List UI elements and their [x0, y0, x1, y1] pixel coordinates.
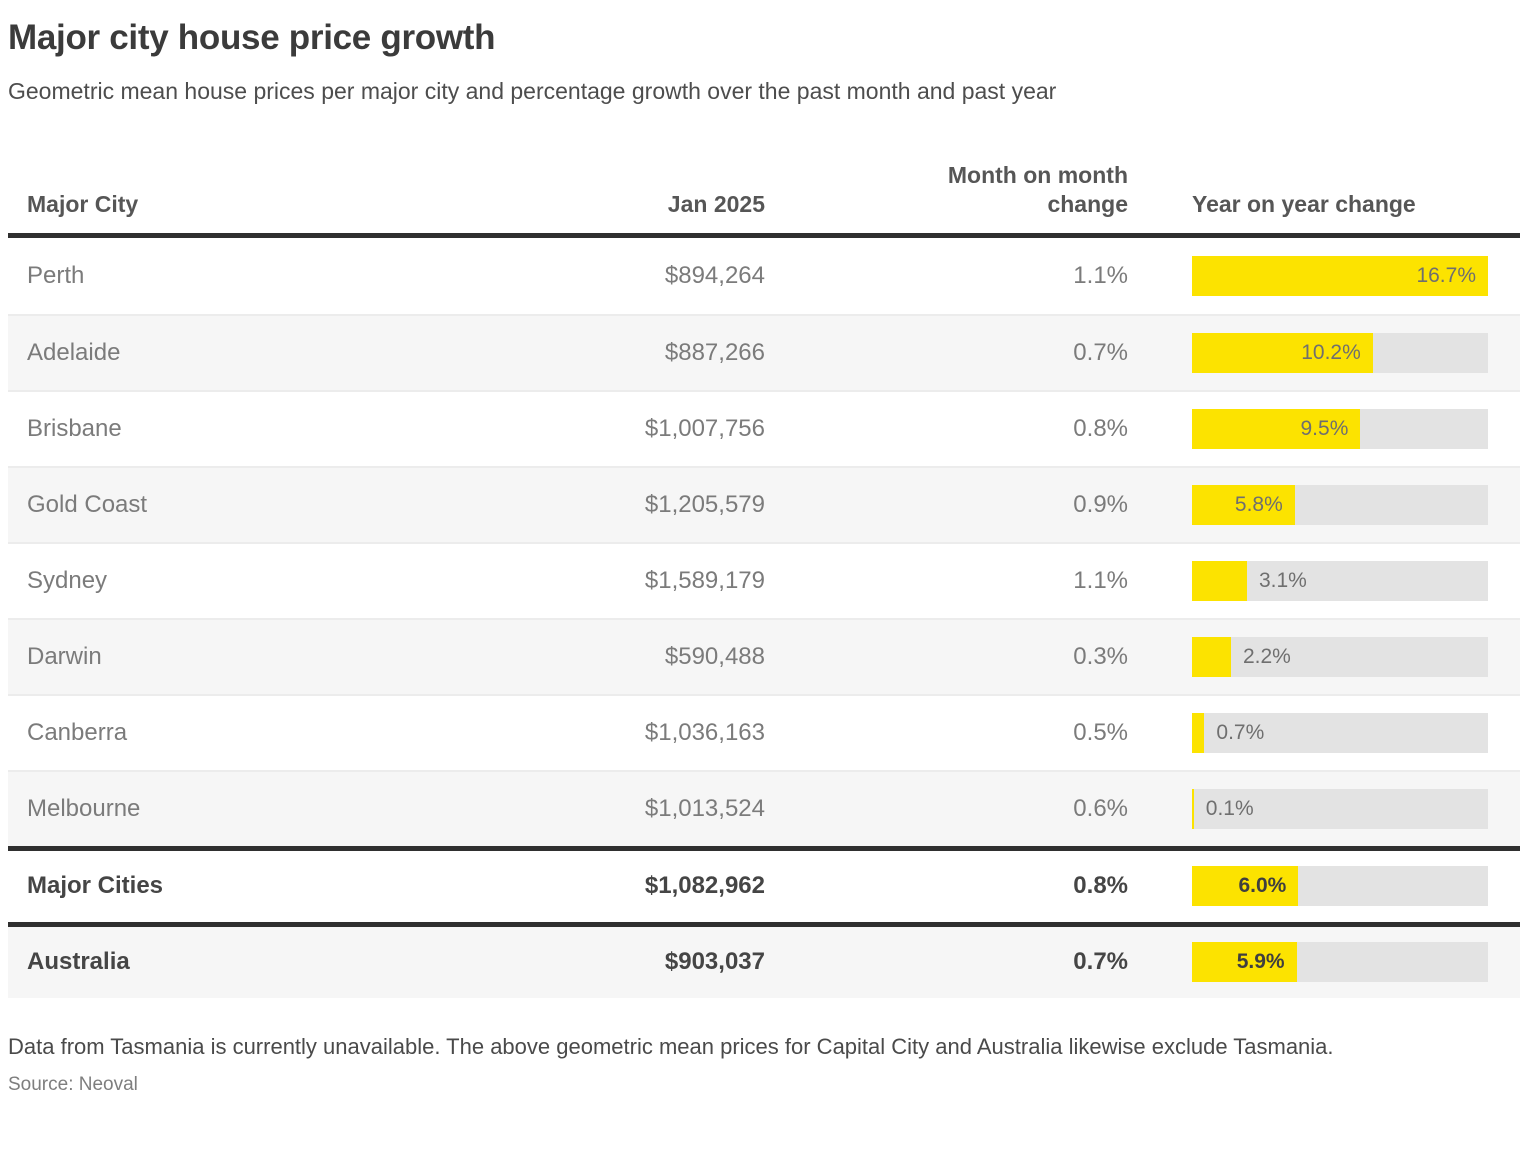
year-change-bar-cell: 5.9%	[1128, 942, 1520, 982]
cell-month-change: 0.5%	[1073, 718, 1128, 746]
year-change-bar-track: 2.2%	[1192, 636, 1488, 677]
year-change-bar-fill	[1192, 636, 1231, 677]
year-change-bar-fill	[1192, 560, 1247, 601]
cell-month-change: 0.7%	[1073, 338, 1128, 366]
year-change-bar-cell: 0.1%	[1128, 788, 1520, 829]
source-label: Source: Neoval	[8, 1073, 138, 1095]
table-row: Major Cities $1,082,962 0.8% 6.0%	[8, 845, 1520, 922]
cell-city: Canberra	[27, 718, 128, 746]
cell-month-change: 0.8%	[1073, 872, 1128, 899]
year-change-bar-fill	[1192, 788, 1194, 829]
price-table-body: Perth $894,264 1.1% 16.7% Adelaide $887,…	[8, 238, 1520, 998]
table-row: Perth $894,264 1.1% 16.7%	[8, 238, 1520, 314]
year-change-bar-fill	[1192, 255, 1488, 296]
cell-month-change: 0.7%	[1073, 948, 1128, 975]
year-change-bar-label: 0.1%	[1205, 796, 1254, 820]
cell-price: $1,007,756	[644, 414, 765, 442]
cell-price: $1,589,179	[644, 566, 765, 594]
table-row: Brisbane $1,007,756 0.8% 9.5%	[8, 389, 1520, 466]
year-change-bar-cell: 9.5%	[1128, 408, 1520, 449]
table-row: Canberra $1,036,163 0.5% 0.7%	[8, 693, 1520, 770]
cell-city: Brisbane	[27, 414, 122, 442]
year-change-bar-fill	[1192, 408, 1361, 449]
cell-city: Major Cities	[27, 872, 164, 899]
cell-city: Melbourne	[27, 794, 141, 822]
col-header-jan-2025: Jan 2025	[667, 190, 765, 217]
year-change-bar-label: 3.1%	[1258, 568, 1307, 592]
year-change-bar-track: 5.9%	[1192, 942, 1488, 982]
cell-price: $1,013,524	[644, 794, 765, 822]
year-change-bar-label: 5.9%	[1236, 950, 1285, 973]
cell-price: $590,488	[664, 642, 765, 670]
page-title: Major city house price growth	[8, 18, 496, 57]
cell-month-change: 0.3%	[1073, 642, 1128, 670]
cell-price: $1,036,163	[644, 718, 765, 746]
cell-price: $1,205,579	[644, 490, 765, 518]
year-change-bar-track: 9.5%	[1192, 408, 1488, 449]
cell-price: $903,037	[664, 948, 765, 975]
year-change-bar-label: 9.5%	[1300, 416, 1349, 440]
cell-month-change: 0.8%	[1073, 414, 1128, 442]
year-change-bar-label: 2.2%	[1242, 644, 1291, 668]
year-change-bar-cell: 2.2%	[1128, 636, 1520, 677]
table-row: Gold Coast $1,205,579 0.9% 5.8%	[8, 465, 1520, 542]
table-row: Australia $903,037 0.7% 5.9%	[8, 921, 1520, 998]
year-change-bar-track: 0.1%	[1192, 788, 1488, 829]
year-change-bar-label: 6.0%	[1238, 874, 1287, 897]
year-change-bar-track: 16.7%	[1192, 255, 1488, 296]
cell-month-change: 1.1%	[1073, 566, 1128, 594]
year-change-bar-fill	[1192, 866, 1299, 906]
table-row: Sydney $1,589,179 1.1% 3.1%	[8, 541, 1520, 618]
table-row: Darwin $590,488 0.3% 2.2%	[8, 617, 1520, 694]
year-change-bar-track: 0.7%	[1192, 712, 1488, 753]
year-change-bar-track: 6.0%	[1192, 866, 1488, 906]
cell-month-change: 0.9%	[1073, 490, 1128, 518]
year-change-bar-track: 3.1%	[1192, 560, 1488, 601]
year-change-bar-cell: 5.8%	[1128, 484, 1520, 525]
year-change-bar-track: 10.2%	[1192, 332, 1488, 373]
year-change-bar-cell: 0.7%	[1128, 712, 1520, 753]
table-row: Melbourne $1,013,524 0.6% 0.1%	[8, 769, 1520, 846]
year-change-bar-cell: 3.1%	[1128, 560, 1520, 601]
year-change-bar-cell: 10.2%	[1128, 332, 1520, 373]
cell-city: Australia	[27, 948, 130, 975]
year-change-bar-label: 16.7%	[1416, 263, 1476, 287]
year-change-bar-cell: 16.7%	[1128, 255, 1520, 296]
year-change-bar-label: 10.2%	[1301, 340, 1361, 364]
cell-price: $1,082,962	[644, 872, 765, 899]
cell-city: Adelaide	[27, 338, 121, 366]
table-row: Adelaide $887,266 0.7% 10.2%	[8, 313, 1520, 390]
year-change-bar-label: 5.8%	[1234, 492, 1283, 516]
col-header-month-change: Month on month change	[947, 162, 1128, 217]
col-header-city: Major City	[27, 190, 139, 217]
col-header-year-change: Year on year change	[1192, 190, 1416, 217]
cell-city: Darwin	[27, 642, 102, 670]
year-change-bar-cell: 6.0%	[1128, 866, 1520, 906]
cell-price: $887,266	[664, 338, 765, 366]
year-change-bar-label: 0.7%	[1216, 720, 1265, 744]
cell-month-change: 0.6%	[1073, 794, 1128, 822]
cell-city: Sydney	[27, 566, 108, 594]
footnote: Data from Tasmania is currently unavaila…	[8, 1033, 1334, 1059]
cell-month-change: 1.1%	[1073, 261, 1128, 289]
year-change-bar-fill	[1192, 942, 1297, 982]
cell-city: Gold Coast	[27, 490, 148, 518]
cell-city: Perth	[27, 261, 85, 289]
cell-price: $894,264	[664, 261, 765, 289]
year-change-bar-fill	[1192, 484, 1295, 525]
year-change-bar-fill	[1192, 332, 1373, 373]
year-change-bar-fill	[1192, 712, 1205, 753]
year-change-bar-track: 5.8%	[1192, 484, 1488, 525]
page-subtitle: Geometric mean house prices per major ci…	[8, 78, 1057, 104]
table-header: Major City Jan 2025 Month on month chang…	[8, 161, 1520, 238]
